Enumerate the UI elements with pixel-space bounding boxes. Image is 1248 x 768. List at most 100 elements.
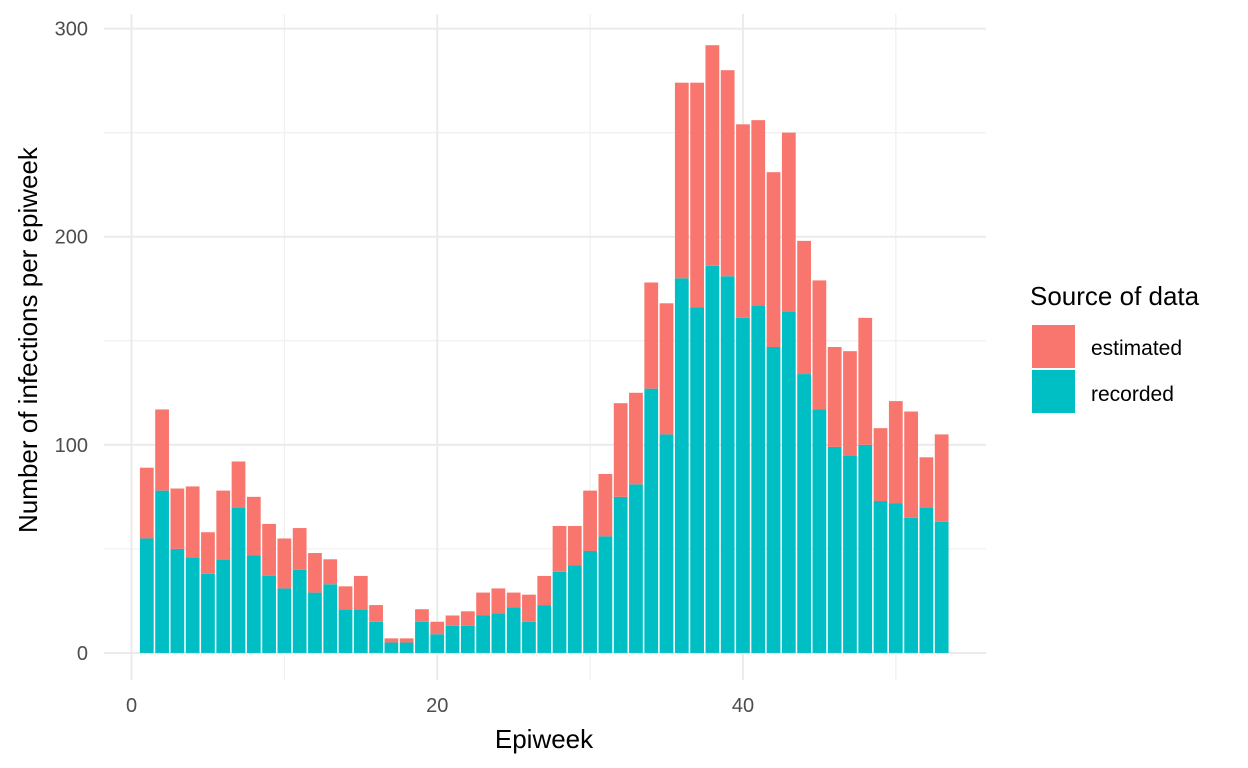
bar-estimated (155, 409, 169, 491)
bar-recorded (797, 374, 811, 653)
bar-estimated (873, 428, 888, 502)
bar-estimated (843, 351, 857, 456)
bar-recorded (659, 434, 674, 653)
bar-recorded (201, 573, 215, 653)
legend-title: Source of data (1030, 281, 1200, 311)
bar-recorded (873, 501, 888, 653)
bar-recorded (231, 507, 246, 653)
legend: Source of data estimated recorded (1030, 281, 1200, 413)
bar-estimated (262, 523, 276, 576)
legend-key-recorded (1032, 370, 1075, 413)
legend-label-recorded: recorded (1091, 383, 1174, 406)
bar-estimated (567, 525, 582, 566)
legend-key-estimated (1032, 325, 1075, 368)
bar-estimated (430, 621, 445, 635)
y-tick-label: 0 (77, 643, 88, 665)
bar-recorded (338, 609, 353, 653)
x-axis-tick-labels: 0 20 40 (126, 695, 754, 717)
bar-recorded (766, 347, 781, 653)
bar-recorded (736, 317, 750, 653)
bar-estimated (139, 467, 154, 539)
bar-recorded (308, 592, 322, 653)
bar-estimated (353, 575, 368, 610)
bar-recorded (323, 584, 338, 653)
bar-estimated (399, 638, 414, 643)
bar-estimated (629, 392, 643, 485)
bar-recorded (674, 278, 689, 653)
bar-estimated (522, 594, 536, 622)
bar-estimated (476, 592, 490, 616)
bar-recorded (277, 588, 292, 653)
bar-recorded (216, 559, 231, 653)
bar-recorded (262, 575, 276, 653)
bar-estimated (797, 240, 811, 375)
bar-recorded (812, 409, 827, 653)
bar-recorded (919, 507, 934, 653)
bar-recorded (705, 265, 720, 653)
bar-estimated (552, 525, 567, 572)
bar-estimated (277, 538, 292, 589)
bar-estimated (659, 303, 674, 435)
bar-recorded (399, 642, 414, 653)
bar-recorded (537, 605, 552, 653)
bar-estimated (919, 457, 934, 508)
bar-estimated (751, 120, 766, 306)
bar-recorded (751, 305, 766, 653)
bar-estimated (736, 124, 750, 318)
bar-estimated (491, 588, 506, 614)
bar-recorded (858, 444, 873, 653)
bar-recorded (476, 615, 490, 653)
bar-estimated (216, 490, 231, 560)
x-tick-label: 20 (426, 695, 448, 717)
legend-label-estimated: estimated (1091, 337, 1182, 360)
bar-estimated (644, 282, 659, 389)
bar-recorded (185, 557, 200, 653)
bar-recorded (904, 517, 918, 653)
bar-estimated (690, 82, 704, 308)
bar-recorded (353, 609, 368, 653)
bar-estimated (308, 553, 322, 593)
bar-recorded (246, 555, 261, 653)
y-axis-tick-labels: 0 100 200 300 (55, 19, 88, 665)
bar-recorded (292, 569, 307, 653)
bar-recorded (934, 521, 949, 653)
bar-estimated (415, 609, 429, 622)
bar-estimated (827, 347, 842, 447)
bar-recorded (629, 484, 643, 653)
bar-estimated (674, 82, 689, 279)
bar-recorded (415, 621, 429, 653)
bar-recorded (506, 607, 521, 653)
y-tick-label: 200 (55, 227, 88, 249)
bars (139, 45, 949, 653)
bar-estimated (384, 638, 399, 643)
bar-recorded (369, 621, 383, 653)
bar-recorded (139, 538, 154, 653)
bar-recorded (583, 550, 597, 653)
bar-recorded (781, 311, 796, 653)
bar-estimated (506, 592, 521, 608)
bar-recorded (644, 388, 659, 653)
bar-estimated (766, 172, 781, 347)
bar-estimated (858, 317, 873, 445)
bar-estimated (888, 401, 903, 504)
bar-estimated (201, 532, 215, 574)
bar-estimated (537, 575, 552, 606)
bar-estimated (170, 488, 185, 549)
bar-recorded (827, 446, 842, 653)
bar-recorded (567, 565, 582, 653)
bar-estimated (720, 70, 735, 277)
bar-estimated (338, 586, 353, 610)
y-axis-title: Number of infections per epiweek (13, 146, 43, 533)
y-tick-label: 100 (55, 435, 88, 457)
bar-estimated (904, 411, 918, 518)
bar-estimated (185, 486, 200, 558)
bar-recorded (690, 307, 704, 653)
bar-estimated (369, 605, 383, 622)
bar-recorded (384, 642, 399, 653)
bar-recorded (888, 503, 903, 653)
bar-estimated (583, 490, 597, 551)
bar-estimated (705, 45, 720, 266)
bar-estimated (812, 280, 827, 410)
bar-estimated (246, 496, 261, 556)
